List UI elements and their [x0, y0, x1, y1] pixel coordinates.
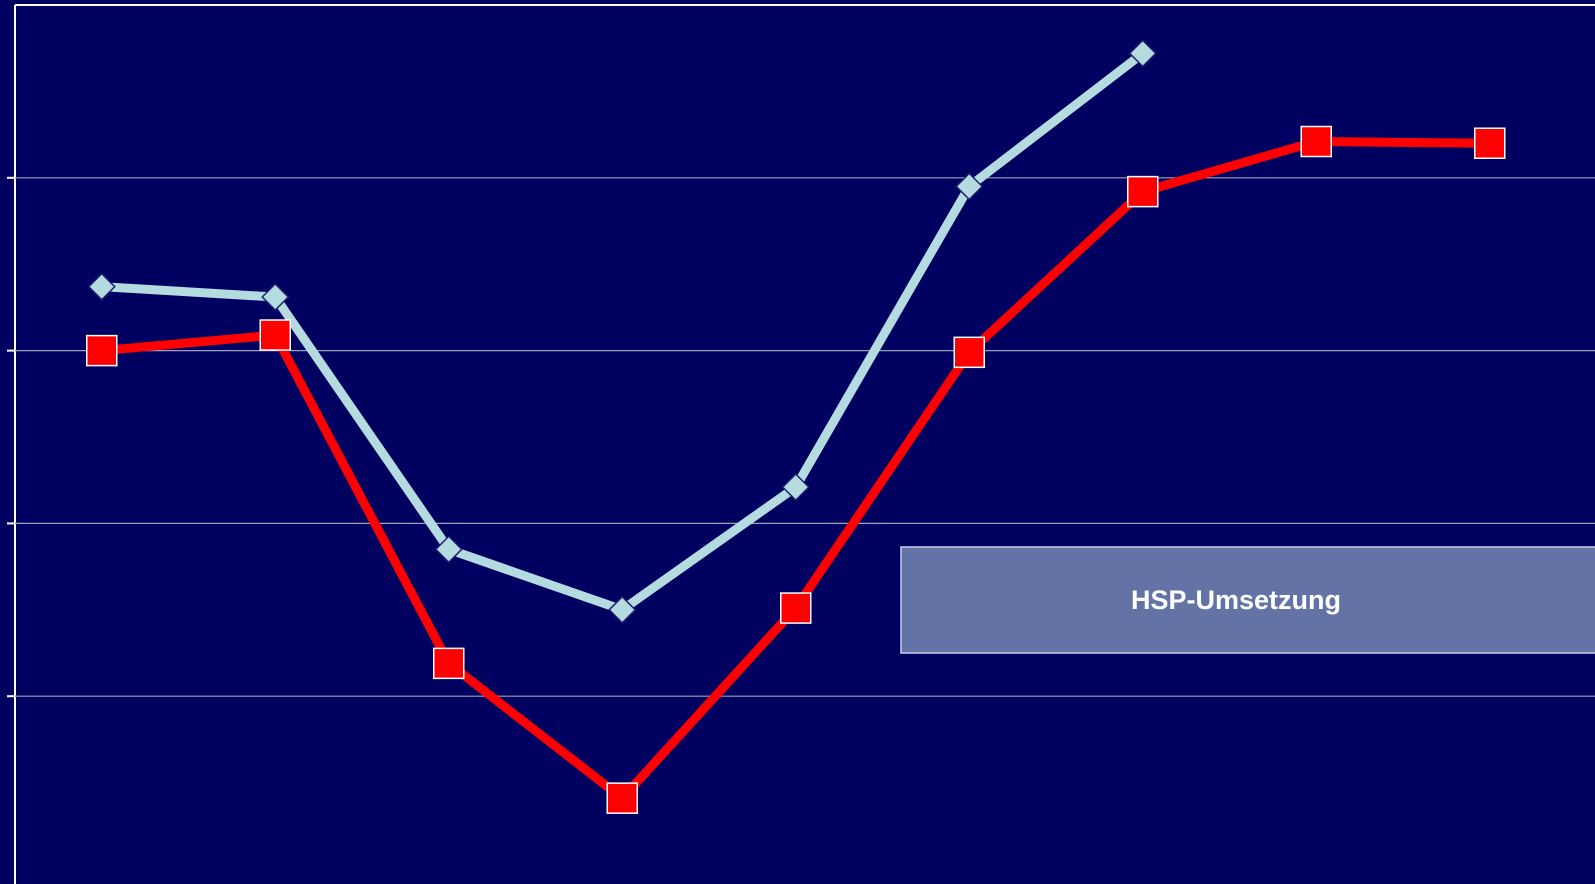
diamond-marker [261, 282, 290, 312]
square-marker [86, 334, 118, 367]
square-marker [606, 782, 638, 814]
diamond-marker [434, 535, 463, 564]
square-marker [259, 319, 291, 351]
square-marker [780, 592, 812, 624]
annotation-box [900, 546, 1595, 654]
diamond-marker [87, 272, 116, 301]
square-marker [1300, 125, 1332, 158]
diamond-marker [1128, 39, 1157, 68]
square-marker [1127, 175, 1159, 208]
diamond-marker [955, 172, 984, 201]
diamond-marker [608, 595, 637, 624]
square-marker [433, 647, 465, 680]
annotation: HSP-Umsetzung [900, 546, 1595, 654]
annotation-text: HSP-Umsetzung [1131, 585, 1341, 615]
square-marker [953, 336, 985, 369]
diamond-marker [781, 473, 810, 502]
square-marker [1474, 127, 1506, 159]
